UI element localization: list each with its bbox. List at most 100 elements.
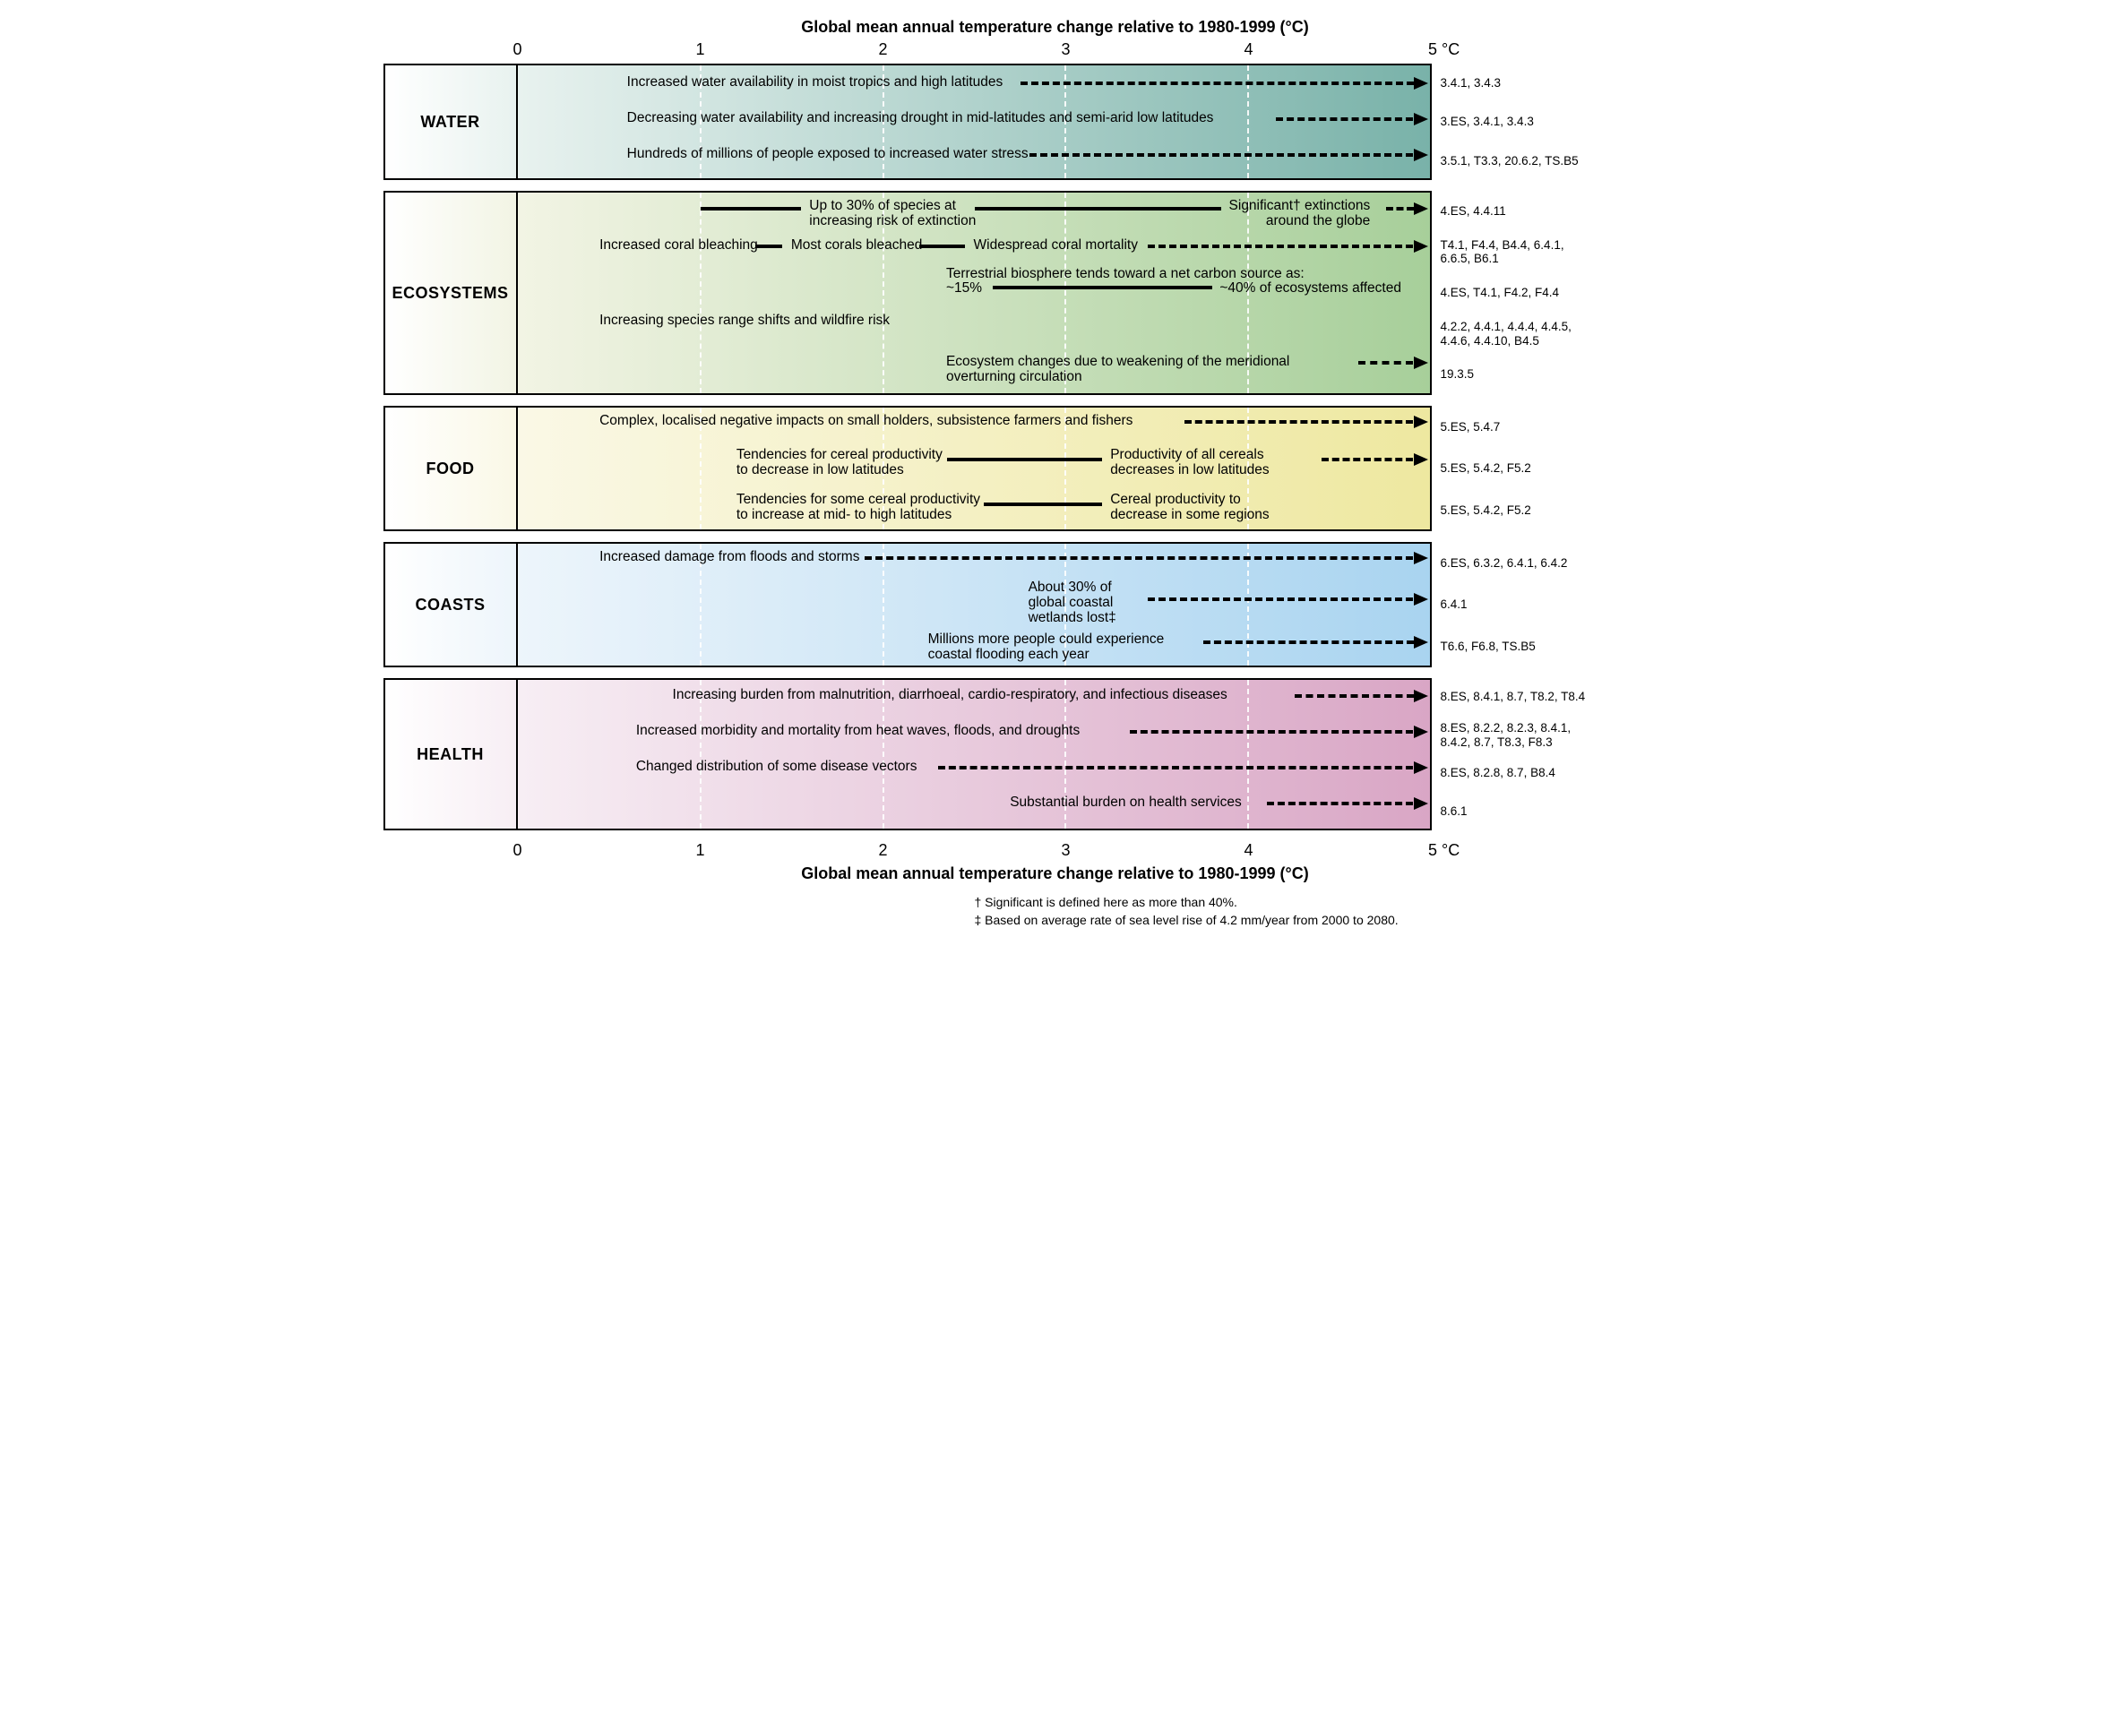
category-body: Increased water availability in moist tr… [518,64,1432,180]
impact-segment [1386,207,1414,211]
reference-column: 6.ES, 6.3.2, 6.4.1, 6.4.26.4.1T6.6, F6.8… [1432,542,1593,667]
impact-segment [984,503,1103,506]
axis-tick: 2 [878,841,887,860]
impact-segment [993,286,1212,289]
category-water: WATERIncreased water availability in moi… [383,64,1727,180]
impact-text: Substantial burden on health services [1010,795,1242,810]
impact-text: About 30% ofglobal coastalwetlands lost‡ [1029,580,1116,625]
impact-text: Increased morbidity and mortality from h… [636,723,1080,738]
impact-text: Most corals bleached [791,237,922,253]
category-body: Up to 30% of species atincreasing risk o… [518,191,1432,395]
footnote: ‡ Based on average rate of sea level ris… [975,912,1727,930]
arrowhead-icon [1414,416,1428,428]
axis-tick: 0 [512,40,521,59]
footnotes: † Significant is defined here as more th… [975,894,1727,929]
impact-text: Ecosystem changes due to weakening of th… [946,354,1289,384]
arrowhead-icon [1414,453,1428,466]
reference-cell: 5.ES, 5.4.7 [1441,406,1593,448]
impact-text: Changed distribution of some disease vec… [636,759,917,774]
reference-cell: 5.ES, 5.4.2, F5.2 [1441,448,1593,490]
grid-line [883,544,884,666]
reference-cell: 3.5.1, T3.3, 20.6.2, TS.B5 [1441,142,1593,180]
category-label: COASTS [383,542,518,667]
reference-cell: 8.6.1 [1441,793,1593,831]
category-label: HEALTH [383,678,518,830]
reference-cell: 8.ES, 8.4.1, 8.7, T8.2, T8.4 [1441,678,1593,717]
reference-column: 4.ES, 4.4.11T4.1, F4.4, B4.4, 6.4.1, 6.6… [1432,191,1593,395]
axis-tick: 5 °C [1428,841,1460,860]
category-body: Increased damage from floods and storms A… [518,542,1432,667]
impact-segment [1295,694,1414,698]
reference-column: 5.ES, 5.4.75.ES, 5.4.2, F5.25.ES, 5.4.2,… [1432,406,1593,531]
impact-segment [1184,420,1413,424]
impact-text: Cereal productivity todecrease in some r… [1110,492,1270,522]
impact-text: Significant† extinctionsaround the globe [1229,198,1371,228]
impact-segment [947,458,1102,461]
arrowhead-icon [1414,77,1428,90]
impact-segment [1130,730,1414,734]
impact-segment [1203,640,1414,644]
impact-segment [975,207,1221,211]
reference-column: 3.4.1, 3.4.33.ES, 3.4.1, 3.4.33.5.1, T3.… [1432,64,1593,180]
category-label: ECOSYSTEMS [383,191,518,395]
axis-tick: 5 °C [1428,40,1460,59]
impact-text: Terrestrial biosphere tends toward a net… [946,266,1305,281]
categories-container: WATERIncreased water availability in moi… [383,64,1727,830]
reference-cell: T6.6, F6.8, TS.B5 [1441,625,1593,667]
reference-cell: 19.3.5 [1441,354,1593,395]
impact-segment [1267,802,1414,805]
reference-cell: 4.2.2, 4.4.1, 4.4.4, 4.4.5, 4.4.6, 4.4.1… [1441,314,1593,355]
impact-text: Productivity of all cerealsdecreases in … [1110,447,1270,477]
impact-text: Increased water availability in moist tr… [627,74,1003,90]
impact-segment [701,207,801,211]
category-coasts: COASTSIncreased damage from floods and s… [383,542,1727,667]
axis-tick: 3 [1061,841,1070,860]
category-body: Increasing burden from malnutrition, dia… [518,678,1432,830]
axis-title-bottom: Global mean annual temperature change re… [383,864,1727,883]
arrowhead-icon [1414,552,1428,564]
arrowhead-icon [1414,113,1428,125]
impact-segment [755,245,783,248]
arrowhead-icon [1414,240,1428,253]
reference-cell: 3.ES, 3.4.1, 3.4.3 [1441,102,1593,141]
arrowhead-icon [1414,690,1428,702]
axis-tick: 1 [695,40,704,59]
category-food: FOOD Complex, localised negative impacts … [383,406,1727,531]
category-label: FOOD [383,406,518,531]
impact-segment [1276,117,1413,121]
reference-cell: 6.ES, 6.3.2, 6.4.1, 6.4.2 [1441,542,1593,584]
axis-tick: 4 [1244,841,1253,860]
grid-line [1247,680,1249,829]
impact-text: Increased damage from floods and storms [599,549,859,564]
impact-text: Decreasing water availability and increa… [627,110,1214,125]
axis-tick: 4 [1244,40,1253,59]
category-ecosystems: ECOSYSTEMSUp to 30% of species atincreas… [383,191,1727,395]
impact-text: Increasing burden from malnutrition, dia… [673,687,1227,702]
arrowhead-icon [1414,797,1428,810]
category-body: Complex, localised negative impacts on s… [518,406,1432,531]
grid-line [1247,544,1249,666]
impact-text: ~40% of ecosystems affected [1219,280,1401,296]
reference-cell: 8.ES, 8.2.2, 8.2.3, 8.4.1, 8.4.2, 8.7, T… [1441,717,1593,755]
axis-tick: 2 [878,40,887,59]
arrowhead-icon [1414,726,1428,738]
impact-segment [1148,597,1413,601]
reference-cell: 5.ES, 5.4.2, F5.2 [1441,489,1593,531]
arrowhead-icon [1414,149,1428,161]
axis-top: 012345 °C [518,40,1566,64]
impact-text: Tendencies for some cereal productivityt… [736,492,980,522]
impact-text: Increased coral bleaching [599,237,758,253]
reference-column: 8.ES, 8.4.1, 8.7, T8.2, T8.48.ES, 8.2.2,… [1432,678,1593,830]
reference-cell: 4.ES, T4.1, F4.2, F4.4 [1441,272,1593,314]
impact-text: ~15% [946,280,982,296]
impact-segment [938,766,1414,769]
axis-tick: 1 [695,841,704,860]
impact-text: Hundreds of millions of people exposed t… [627,146,1029,161]
impact-segment [1358,361,1414,365]
impact-segment [1021,82,1414,85]
impact-text: Complex, localised negative impacts on s… [599,413,1133,428]
reference-cell: 3.4.1, 3.4.3 [1441,64,1593,102]
arrowhead-icon [1414,357,1428,369]
impact-segment [919,245,965,248]
impact-segment [1029,153,1414,157]
